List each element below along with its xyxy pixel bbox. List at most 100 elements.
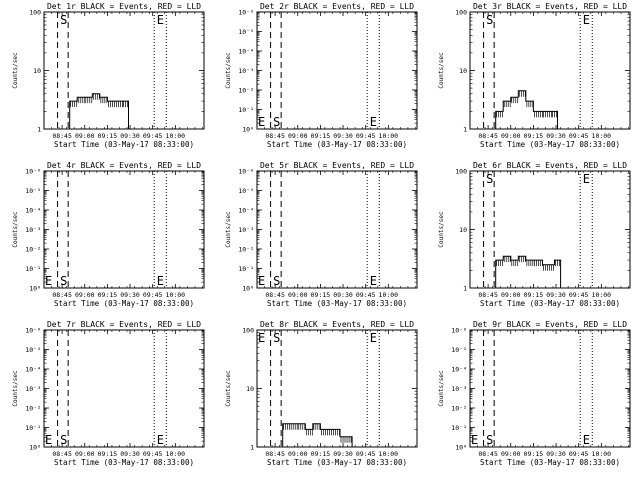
- x-axis-label: Start Time (03-May-17 08:33:00): [54, 299, 194, 308]
- x-axis-label: Start Time (03-May-17 08:33:00): [267, 299, 407, 308]
- start-marker: S: [60, 274, 67, 288]
- x-tick-label: 09:30: [333, 450, 353, 458]
- x-tick-label: 09:15: [98, 450, 118, 458]
- x-tick-label: 09:15: [311, 132, 331, 140]
- y-tick-label: 10⁰: [455, 444, 467, 452]
- end-marker: E: [45, 274, 52, 288]
- x-tick-label: 09:00: [75, 291, 95, 299]
- events-series-line: [282, 423, 353, 447]
- y-tick-label: 10⁻¹: [25, 265, 41, 273]
- x-tick-label: 10:00: [379, 450, 399, 458]
- panel-6: Det 6r BLACK = Events, RED = LLD 1 10 100 Co…: [438, 161, 631, 308]
- y-tick-label: 10⁻³: [25, 385, 41, 393]
- x-tick-label: 10:00: [592, 132, 612, 140]
- x-tick-label: 09:45: [356, 291, 376, 299]
- start-marker: S: [486, 433, 493, 447]
- y-axis-label: Counts/sec: [225, 370, 232, 407]
- panel-title: Det 9r BLACK = Events, RED = LLD: [473, 320, 627, 329]
- end-marker: E: [583, 433, 590, 447]
- panel-title: Det 7r BLACK = Events, RED = LLD: [47, 320, 201, 329]
- x-tick-label: 09:45: [143, 132, 163, 140]
- x-tick-label: 09:00: [288, 450, 308, 458]
- y-tick-label: 10⁻⁴: [25, 207, 41, 215]
- y-tick-label: 10⁻²: [25, 405, 41, 413]
- x-tick-label: 09:45: [569, 291, 589, 299]
- plot-frame: [256, 11, 418, 130]
- y-tick-label: 10⁻³: [238, 67, 254, 75]
- x-axis-label: Start Time (03-May-17 08:33:00): [54, 458, 194, 467]
- x-tick-label: 09:45: [356, 132, 376, 140]
- x-axis-label: Start Time (03-May-17 08:33:00): [480, 140, 620, 149]
- y-tick-label: 10⁻¹: [451, 424, 467, 432]
- y-tick-label: 10⁻⁴: [25, 366, 41, 374]
- y-tick-label: 10⁻⁴: [238, 48, 254, 56]
- y-tick-label: 10: [246, 385, 254, 393]
- y-tick-label: 10⁰: [29, 444, 41, 452]
- x-tick-label: 09:30: [120, 450, 140, 458]
- y-tick-label: 10⁻⁵: [238, 187, 254, 195]
- y-tick-label: 10⁻³: [25, 226, 41, 234]
- x-tick-label: 10:00: [379, 291, 399, 299]
- y-tick-label: 100: [242, 327, 254, 335]
- x-tick-label: 09:45: [569, 450, 589, 458]
- x-axis-label: Start Time (03-May-17 08:33:00): [480, 458, 620, 467]
- x-tick-label: 09:30: [546, 291, 566, 299]
- y-axis-label: Counts/sec: [438, 52, 445, 89]
- panel-9: Det 9r BLACK = Events, RED = LLD 10⁰ 10⁻¹ 1…: [438, 320, 631, 467]
- x-axis-label: Start Time (03-May-17 08:33:00): [54, 140, 194, 149]
- plot-frame: [43, 170, 205, 289]
- y-tick-label: 10⁰: [242, 285, 254, 293]
- y-tick-label: 10⁻⁶: [25, 168, 41, 176]
- x-tick-label: 10:00: [166, 291, 186, 299]
- y-tick-label: 10⁻²: [238, 246, 254, 254]
- x-tick-label: 08:45: [52, 132, 72, 140]
- panel-title: Det 6r BLACK = Events, RED = LLD: [473, 161, 627, 170]
- x-tick-label: 09:15: [524, 132, 544, 140]
- x-tick-label: 08:45: [265, 132, 285, 140]
- x-tick-label: 08:45: [52, 450, 72, 458]
- panel-title: Det 5r BLACK = Events, RED = LLD: [260, 161, 414, 170]
- x-tick-label: 10:00: [592, 450, 612, 458]
- y-axis-label: Counts/sec: [438, 211, 445, 248]
- y-tick-label: 10⁻⁴: [238, 207, 254, 215]
- y-tick-label: 10⁻¹: [238, 106, 254, 114]
- y-tick-label: 1: [463, 285, 467, 293]
- y-tick-label: 10⁻³: [238, 226, 254, 234]
- end-marker: E: [258, 274, 265, 288]
- x-tick-label: 09:15: [98, 132, 118, 140]
- end-marker: E: [471, 433, 478, 447]
- y-tick-label: 10⁻⁴: [451, 366, 467, 374]
- end-marker: E: [370, 115, 377, 129]
- y-tick-label: 10: [459, 67, 467, 75]
- y-tick-label: 10⁻²: [451, 405, 467, 413]
- y-tick-label: 10⁻⁵: [25, 346, 41, 354]
- panel-4: Det 4r BLACK = Events, RED = LLD 10⁰ 10⁻¹ 1…: [12, 161, 205, 308]
- panel-3: Det 3r BLACK = Events, RED = LLD 1 10 100 Co…: [438, 2, 631, 149]
- y-tick-label: 100: [455, 168, 467, 176]
- y-tick-label: 10⁻²: [238, 87, 254, 95]
- panel-title: Det 8r BLACK = Events, RED = LLD: [260, 320, 414, 329]
- y-tick-label: 10⁻⁶: [238, 9, 254, 17]
- y-tick-label: 10⁻⁶: [238, 168, 254, 176]
- y-axis-label: Counts/sec: [12, 370, 19, 407]
- x-tick-label: 09:00: [501, 291, 521, 299]
- events-series-line: [495, 90, 558, 129]
- y-tick-label: 10⁻³: [451, 385, 467, 393]
- panel-8: Det 8r BLACK = Events, RED = LLD 1 10 100 Co…: [225, 320, 418, 467]
- x-tick-label: 10:00: [166, 132, 186, 140]
- y-tick-label: 10⁰: [242, 126, 254, 134]
- x-tick-label: 08:45: [265, 291, 285, 299]
- x-tick-label: 09:45: [143, 291, 163, 299]
- x-tick-label: 09:15: [98, 291, 118, 299]
- end-marker: E: [583, 13, 590, 27]
- end-marker: E: [157, 433, 164, 447]
- plot-frame: [469, 170, 631, 289]
- x-axis-label: Start Time (03-May-17 08:33:00): [480, 299, 620, 308]
- plot-frame: [469, 329, 631, 448]
- x-tick-label: 08:45: [478, 450, 498, 458]
- panel-title: Det 3r BLACK = Events, RED = LLD: [473, 2, 627, 11]
- y-tick-label: 10⁰: [29, 285, 41, 293]
- x-tick-label: 09:15: [311, 450, 331, 458]
- x-tick-label: 09:45: [569, 132, 589, 140]
- x-tick-label: 09:00: [75, 450, 95, 458]
